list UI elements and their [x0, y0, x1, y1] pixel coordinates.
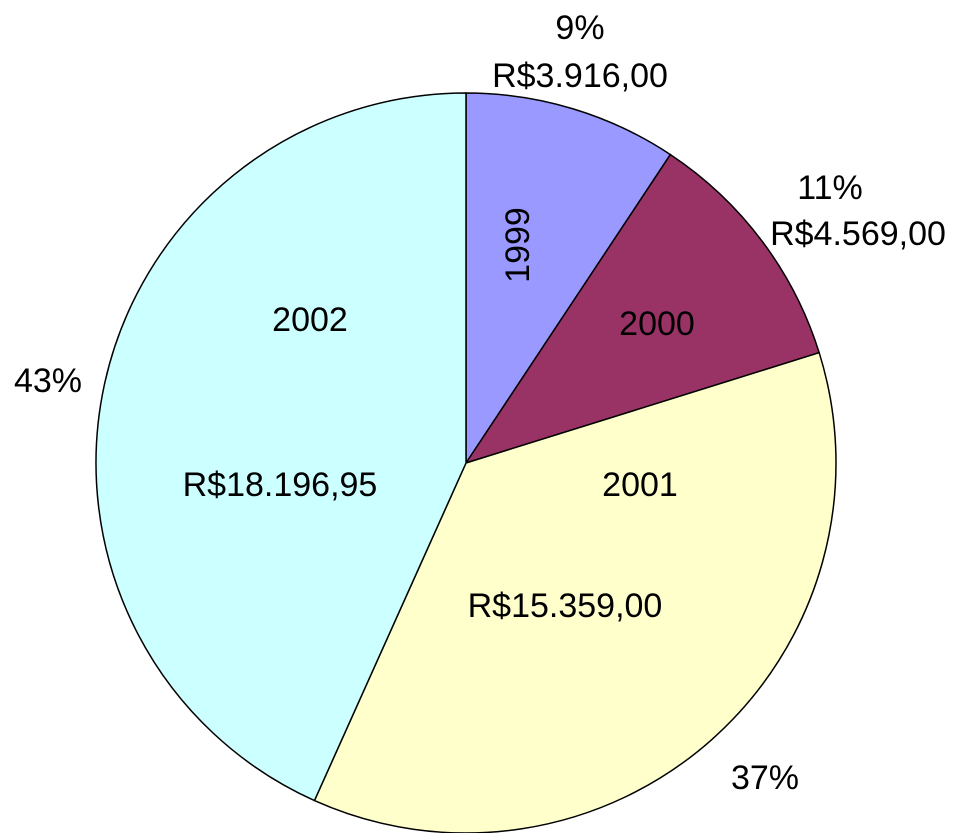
slice-value-label: R$4.569,00 — [770, 215, 946, 253]
pie-slice — [464, 153, 821, 465]
slice-percent-label: 11% — [797, 169, 863, 207]
slice-percent-label: 43% — [14, 362, 82, 400]
slice-percent-label: 37% — [731, 759, 799, 797]
pie-slice — [465, 92, 672, 466]
slice-percent-label: 9% — [555, 9, 604, 47]
slice-value-label: R$15.359,00 — [468, 587, 663, 625]
slice-category-label: 2000 — [619, 305, 695, 343]
slice-category-label: 2001 — [602, 466, 678, 504]
slice-category-label: 1999 — [499, 207, 537, 283]
pie-slice — [313, 351, 837, 833]
slice-value-label: R$3.916,00 — [492, 57, 668, 95]
pie-slice — [95, 92, 467, 802]
slice-value-label: R$18.196,95 — [183, 466, 378, 504]
slice-category-label: 2002 — [272, 301, 348, 339]
